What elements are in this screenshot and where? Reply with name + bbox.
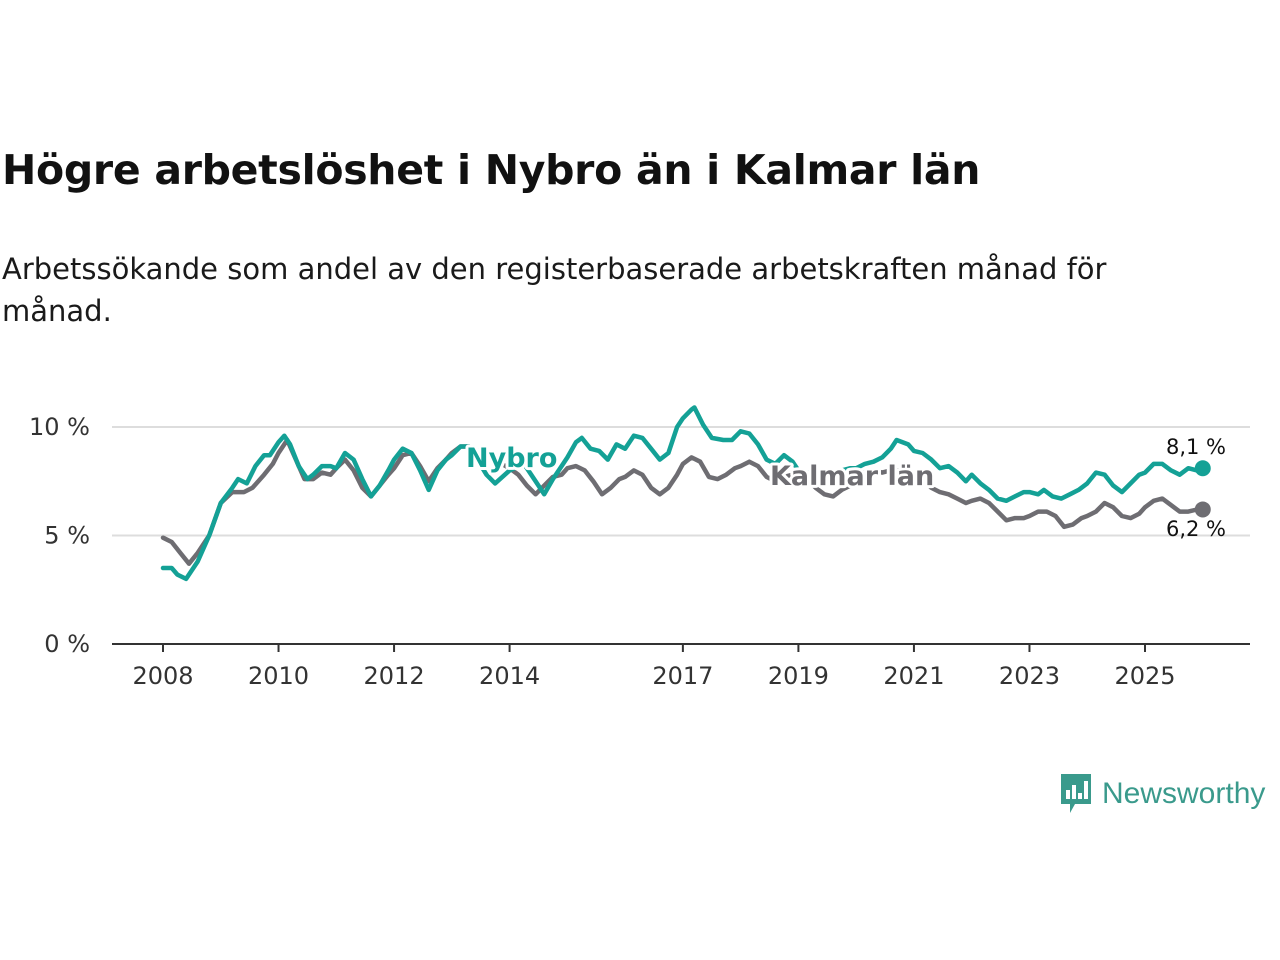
- kalmar-series-label: Kalmar län: [770, 461, 934, 492]
- labels: Nybro Kalmar län 8,1 % 6,2 %: [463, 435, 1226, 541]
- chart-title: Högre arbetslöshet i Nybro än i Kalmar l…: [2, 146, 981, 194]
- chart-subtitle: Arbetssökande som andel av den registerb…: [2, 252, 1107, 328]
- y-tick-label: 0 %: [44, 630, 90, 658]
- newsworthy-logo: Newsworthy: [1058, 772, 1265, 816]
- x-tick-label: 2021: [883, 662, 944, 690]
- newsworthy-logo-text: Newsworthy: [1102, 777, 1266, 810]
- x-tick-label: 2023: [999, 662, 1060, 690]
- series-lines: [160, 405, 1211, 582]
- newsworthy-logo-icon: [1061, 774, 1091, 813]
- x-tick-label: 2025: [1114, 662, 1175, 690]
- x-tick-label: 2017: [652, 662, 713, 690]
- y-tick-label: 5 %: [44, 522, 90, 550]
- x-axis: 2008 2010 2012 2014 2017 2019 2021 2023 2025: [112, 643, 1250, 690]
- x-tick-label: 2012: [364, 662, 425, 690]
- x-tick-label: 2010: [248, 662, 309, 690]
- nybro-line: [160, 405, 1206, 582]
- nybro-series-label: Nybro: [466, 443, 557, 474]
- y-tick-label: 10 %: [29, 413, 90, 441]
- nybro-end-value-label: 8,1 %: [1166, 435, 1226, 459]
- x-tick-label: 2019: [768, 662, 829, 690]
- nybro-end-point: [1194, 460, 1211, 477]
- x-tick-label: 2008: [132, 662, 193, 690]
- x-tick-label: 2014: [479, 662, 540, 690]
- kalmar-end-value-label: 6,2 %: [1166, 517, 1226, 541]
- kalmar-line: [160, 437, 1206, 566]
- gridlines: 0 % 5 % 10 %: [29, 413, 1250, 658]
- kalmar-end-point: [1194, 501, 1211, 518]
